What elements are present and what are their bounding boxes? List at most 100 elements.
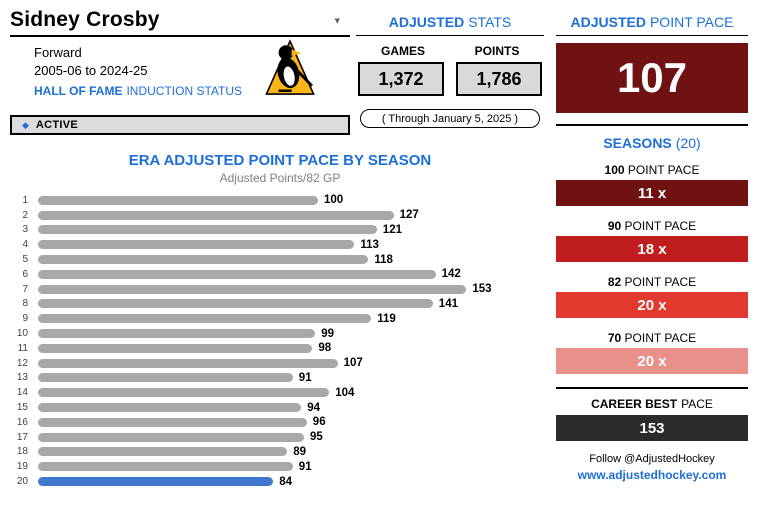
bar <box>38 462 293 472</box>
hof-label-rest: INDUCTION STATUS <box>126 84 243 98</box>
bar-value-label: 91 <box>298 371 312 384</box>
bar <box>38 329 316 339</box>
chart-bar-row: 5 118 <box>8 252 552 267</box>
page-title: Sidney Crosby <box>10 8 160 31</box>
bar-value-label: 99 <box>321 327 334 340</box>
hof-status-line: HALL OF FAME INDUCTION STATUS <box>34 84 350 98</box>
bar <box>38 417 307 427</box>
bar-row-label: 4 <box>22 239 28 251</box>
bar-row-label: 2 <box>22 209 28 221</box>
chart-bar-row: 19 91 <box>8 459 552 474</box>
bar <box>38 403 302 413</box>
bar-value-label: 127 <box>399 209 419 222</box>
bar-row-label: 12 <box>16 357 28 369</box>
pace-tiles: 100 POINT PACE 11 x 90 POINT PACE 18 x 82 PO… <box>556 163 748 374</box>
bar-value-label: 91 <box>298 460 312 473</box>
bar <box>38 240 355 250</box>
stat-boxes-row: 1,372 1,786 <box>356 62 544 96</box>
bar-row-label: 11 <box>17 342 28 354</box>
pace-tile-value: 11 x <box>556 180 748 206</box>
bar-row-label: 18 <box>16 446 28 458</box>
chart-bar-row: 11 98 <box>8 341 552 356</box>
bar-value-label: 98 <box>318 342 332 355</box>
point-pace-value-box: 107 <box>556 43 748 113</box>
bar <box>38 358 338 368</box>
bar <box>38 343 313 353</box>
chart-bar-row: 2 127 <box>8 208 552 223</box>
bar-value-label: 153 <box>472 283 492 296</box>
bar-row-label: 7 <box>22 283 28 295</box>
bar-value-label: 142 <box>441 268 461 281</box>
bar-value-label: 89 <box>293 445 306 458</box>
bar-row-label: 1 <box>22 194 28 206</box>
bar <box>38 210 394 220</box>
chart-bar-row: 7 153 <box>8 282 552 297</box>
bar-value-label: 95 <box>310 431 323 444</box>
chart-subtitle: Adjusted Points/82 GP <box>219 171 341 185</box>
bar-row-label: 20 <box>16 476 28 488</box>
bar-value-label: 104 <box>335 386 355 399</box>
seasons-label: SEASONS <box>603 135 672 151</box>
pace-tile-label: 82 POINT PACE <box>607 275 697 289</box>
hof-label: HALL OF FAME <box>34 84 123 98</box>
chart-rows: 1 100 2 127 3 121 4 113 5 118 6 142 7 153 8 141 9 119 10 99… <box>8 193 552 489</box>
diamond-icon: ◆ <box>22 119 29 130</box>
bar <box>38 447 288 457</box>
bar-value-label: 100 <box>324 194 344 207</box>
pace-tile-group: 70 POINT PACE 20 x <box>556 331 748 374</box>
chart-bar-row: 17 95 <box>8 430 552 445</box>
seasons-line: SEASONS (20) <box>556 135 748 151</box>
chart-bar-row: 13 91 <box>8 371 552 386</box>
career-best-label-bold: CAREER BEST <box>591 397 678 411</box>
bar <box>38 269 436 279</box>
bar-row-label: 9 <box>22 313 28 325</box>
adjusted-stats-title: ADJUSTED STATS <box>356 14 544 36</box>
bar-row-label: 6 <box>22 268 28 280</box>
bar-value-label: 107 <box>343 357 363 370</box>
point-pace-title-rest: POINT PACE <box>649 14 734 30</box>
pace-tile-value: 20 x <box>556 348 748 374</box>
bar <box>38 373 293 383</box>
player-position: Forward <box>34 45 82 60</box>
website-link[interactable]: www.adjustedhockey.com <box>577 468 727 482</box>
stat-labels-row: GAMES POINTS <box>356 44 544 58</box>
bar-value-label: 119 <box>377 312 396 325</box>
chart-bar-row: 8 141 <box>8 297 552 312</box>
pace-tile-group: 90 POINT PACE 18 x <box>556 219 748 262</box>
bar-row-label: 8 <box>22 298 28 310</box>
pace-tile-value: 18 x <box>556 236 748 262</box>
bar <box>38 477 274 487</box>
chart-title: ERA ADJUSTED POINT PACE BY SEASON <box>128 152 432 169</box>
chart-bar-row: 18 89 <box>8 445 552 460</box>
player-name-row: Sidney Crosby ▾ <box>10 8 350 37</box>
pace-tile-label: 90 POINT PACE <box>607 219 697 233</box>
chart-bar-row: 9 119 <box>8 311 552 326</box>
bar-row-label: 5 <box>22 254 28 266</box>
bar-row-label: 3 <box>22 224 28 236</box>
status-badge: ◆ ACTIVE <box>10 115 350 135</box>
career-best-value-box: 153 <box>556 415 748 441</box>
bar <box>38 314 372 324</box>
bar-row-label: 10 <box>16 328 28 340</box>
pace-tile-value: 20 x <box>556 292 748 318</box>
bar-value-label: 84 <box>279 475 292 488</box>
pace-tile-label: 70 POINT PACE <box>607 331 697 345</box>
pace-tile-group: 82 POINT PACE 20 x <box>556 275 748 318</box>
chart-bar-row: 16 96 <box>8 415 552 430</box>
adjusted-stats-title-rest: STATS <box>468 14 512 30</box>
chart-bar-row: 20 84 <box>8 474 552 489</box>
adjusted-stats-block: ADJUSTED STATS GAMES POINTS 1,372 1,786 (… <box>356 14 544 128</box>
chart-bar-row: 4 113 <box>8 237 552 252</box>
follow-text: Follow @AdjustedHockey <box>589 453 715 465</box>
pace-tile-label: 100 POINT PACE <box>604 163 700 177</box>
bar-value-label: 113 <box>360 238 379 251</box>
dropdown-caret-icon[interactable]: ▾ <box>334 14 340 27</box>
bar-value-label: 94 <box>307 401 320 414</box>
status-label: ACTIVE <box>35 119 79 131</box>
penguins-logo-icon <box>265 39 315 95</box>
games-value-box: 1,372 <box>358 62 444 96</box>
player-season-range: 2005-06 to 2024-25 <box>34 63 148 78</box>
point-pace-title: ADJUSTED POINT PACE <box>556 14 748 36</box>
bar <box>38 388 330 398</box>
point-pace-title-bold: ADJUSTED <box>570 14 646 30</box>
